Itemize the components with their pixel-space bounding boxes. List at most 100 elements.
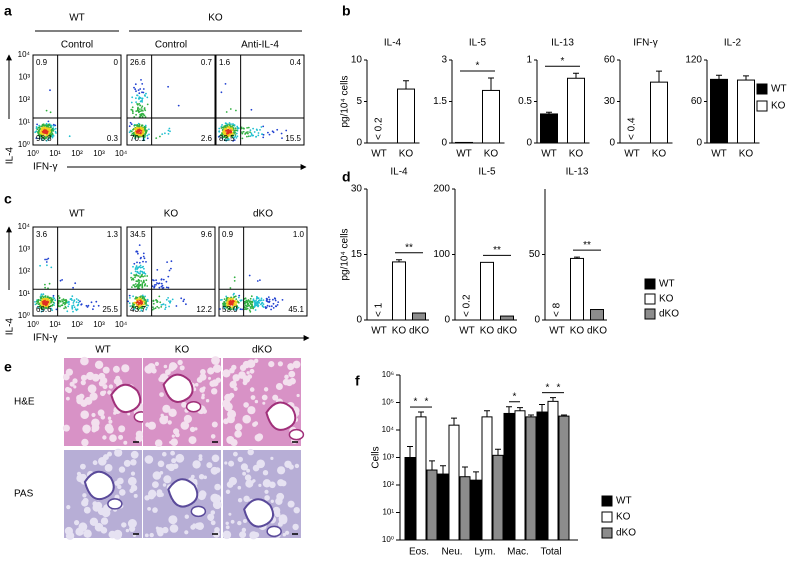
cell-dot: [261, 133, 263, 136]
cell-dot: [251, 300, 254, 303]
alveolus: [168, 362, 178, 371]
cell-dot: [47, 257, 50, 260]
alveolus: [100, 517, 109, 525]
y-axis-label: IL-4: [5, 147, 16, 165]
alveolus: [233, 451, 238, 457]
cell-dot: [270, 305, 273, 308]
cell-dot: [145, 308, 148, 311]
alveolus: [159, 415, 169, 425]
alveolus: [242, 471, 247, 476]
cell-dot: [143, 271, 146, 274]
alveolus: [72, 378, 78, 384]
panel-label: d: [342, 169, 351, 185]
alveolus: [123, 440, 128, 445]
alveolus: [104, 423, 114, 432]
cell-dot: [39, 303, 42, 305]
cell-dot: [239, 299, 242, 302]
cell-dot: [253, 131, 256, 133]
cell-dot: [138, 102, 141, 105]
cell-dot: [167, 286, 170, 289]
cell-dot: [41, 295, 44, 297]
legend-swatch: [601, 495, 613, 507]
cell-dot: [232, 297, 235, 300]
cell-dot: [43, 124, 45, 127]
cell-dot: [158, 282, 161, 285]
x-tick-label: 10³: [93, 320, 105, 329]
cell-dot: [268, 133, 271, 136]
cell-dot: [34, 303, 37, 306]
column-header: dKO: [252, 345, 272, 356]
cell-dot: [235, 298, 238, 300]
alveolus: [107, 390, 112, 395]
cell-dot: [248, 305, 251, 307]
cell-dot: [133, 285, 136, 288]
x-axis-label: IFN-γ: [33, 162, 57, 173]
cell-dot: [48, 282, 51, 285]
cell-dot: [47, 295, 49, 298]
cell-dot: [146, 96, 149, 99]
x-tick-label: Eos.: [409, 547, 429, 558]
cell-dot: [43, 301, 46, 303]
cell-dot: [177, 104, 180, 107]
quadrant-value: 53.0: [222, 305, 238, 314]
alveolus: [264, 489, 269, 494]
cell-dot: [167, 297, 170, 299]
quadrant-value: 3.6: [36, 230, 48, 239]
cell-dot: [62, 302, 65, 305]
alveolus: [254, 399, 259, 404]
alveolus: [168, 408, 177, 417]
cell-dot: [52, 294, 55, 297]
cell-dot: [270, 308, 272, 311]
cell-dot: [145, 130, 148, 133]
alveolus: [104, 464, 113, 472]
y-tick-label: 10⁰: [18, 311, 30, 320]
cell-dot: [133, 306, 136, 309]
plot-header: Control: [61, 40, 93, 51]
cell-dot: [234, 135, 237, 138]
cell-dot: [45, 261, 48, 263]
cell-dot: [250, 295, 253, 298]
cell-dot: [136, 125, 139, 127]
cell-dot: [68, 303, 70, 306]
cell-dot: [50, 266, 53, 269]
cell-dot: [41, 135, 44, 138]
cell-dot: [134, 283, 137, 285]
alveolus: [82, 493, 87, 498]
cell-dot: [276, 304, 279, 306]
cell-dot: [228, 138, 230, 141]
cell-dot: [219, 299, 222, 301]
alveolus: [194, 522, 202, 530]
alveolus: [159, 471, 164, 475]
cell-dot: [137, 106, 139, 109]
alveolus: [197, 491, 206, 501]
cell-dot: [221, 137, 224, 140]
cell-dot: [137, 110, 140, 113]
cell-dot: [247, 299, 250, 301]
alveolus: [171, 458, 177, 464]
alveolus: [202, 386, 206, 390]
cell-dot: [175, 305, 178, 307]
x-tick-label: 10⁴: [115, 149, 128, 158]
cell-dot: [139, 104, 142, 107]
alveolus: [119, 489, 126, 496]
significance-label: *: [561, 56, 565, 67]
airway: [265, 401, 297, 431]
legend-swatch: [756, 100, 768, 112]
cell-dot: [230, 131, 233, 134]
cell-dot: [141, 112, 144, 115]
cell-dot: [268, 305, 271, 308]
cell-dot: [85, 304, 88, 307]
cell-dot: [249, 135, 252, 138]
cell-dot: [243, 302, 246, 305]
alveolus: [246, 371, 250, 375]
alveolus: [149, 532, 154, 538]
alveolus: [258, 483, 262, 487]
legend-swatch: [644, 308, 656, 320]
alveolus: [264, 495, 270, 501]
cell-dot: [146, 285, 149, 287]
cell-dot: [135, 265, 138, 267]
bar: [448, 424, 460, 541]
cell-dot: [137, 252, 139, 255]
alveolus: [91, 412, 96, 418]
alveolus: [207, 367, 215, 375]
